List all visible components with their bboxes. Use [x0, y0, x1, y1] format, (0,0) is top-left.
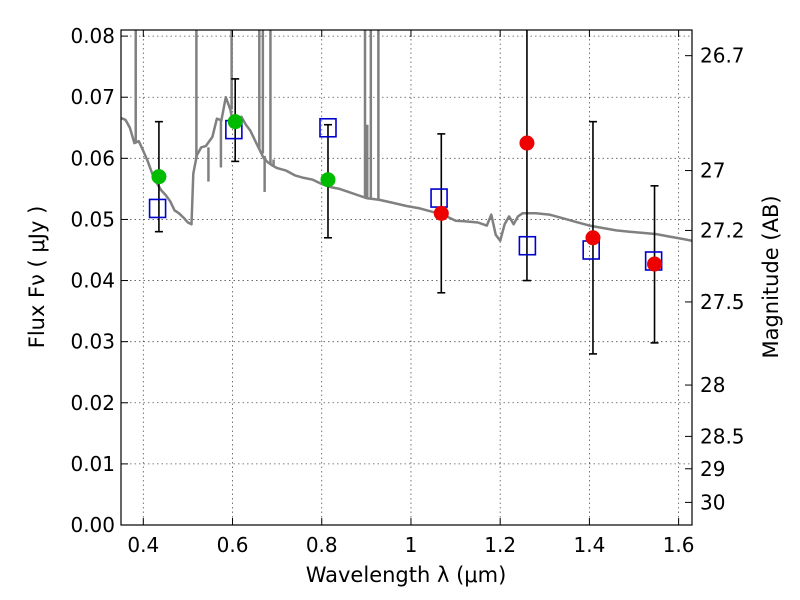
magnitude-tick-label: 27.5: [700, 290, 745, 314]
x-tick-label: 0.6: [217, 533, 249, 557]
observed-red-point: [647, 256, 663, 272]
data-layer: [121, 30, 692, 355]
observed-green-point: [320, 172, 336, 188]
model-square-point: [430, 188, 448, 208]
observed-green-point: [227, 114, 243, 130]
observed-red-point: [585, 230, 601, 246]
y-tick-label: 0.01: [70, 452, 115, 476]
model-square-point: [148, 198, 167, 219]
model-square-point: [518, 235, 537, 256]
magnitude-tick-label: 29: [700, 457, 725, 481]
grid: [121, 30, 692, 526]
observed-green-point: [151, 169, 167, 185]
x-tick-label: 1.4: [573, 533, 605, 557]
x-tick-label: 1.2: [484, 533, 516, 557]
plot-frame: [120, 29, 693, 526]
x-axis-label: Wavelength λ (μm): [306, 563, 507, 587]
magnitude-tick-label: 28: [700, 373, 725, 397]
magnitude-tick-label: 27: [700, 159, 725, 183]
magnitude-tick-label: 30: [700, 490, 725, 514]
magnitude-axis-label: Magnitude (AB): [759, 195, 783, 358]
sed-model-line: [121, 95, 692, 243]
x-tick-label: 0.4: [127, 533, 159, 557]
y-tick-label: 0.08: [70, 24, 115, 48]
observed-red-point: [519, 135, 535, 151]
y-tick-label: 0.00: [70, 513, 115, 537]
magnitude-tick-label: 26.7: [700, 44, 745, 68]
x-tick-label: 1.6: [663, 533, 695, 557]
y-tick-label: 0.06: [70, 146, 115, 170]
x-tick-label: 1: [405, 533, 418, 557]
model-square-point: [319, 117, 337, 138]
y-tick-label: 0.02: [70, 391, 115, 415]
axes: 0.4 0.6 0.8 1 1.2 1.4 1.6 0.00 0.01 0.02 0.03 0.04 0…: [70, 24, 744, 557]
y-tick-label: 0.05: [70, 207, 115, 231]
magnitude-tick-label: 28.5: [700, 424, 745, 448]
y-tick-label: 0.04: [70, 269, 115, 293]
y-axis-label: Flux Fν ( μJy ): [25, 206, 49, 349]
magnitude-tick-label: 27.2: [700, 218, 745, 242]
observed-red-point: [433, 205, 449, 221]
x-tick-label: 0.8: [306, 533, 338, 557]
y-tick-label: 0.07: [70, 85, 115, 109]
y-tick-label: 0.03: [70, 330, 115, 354]
